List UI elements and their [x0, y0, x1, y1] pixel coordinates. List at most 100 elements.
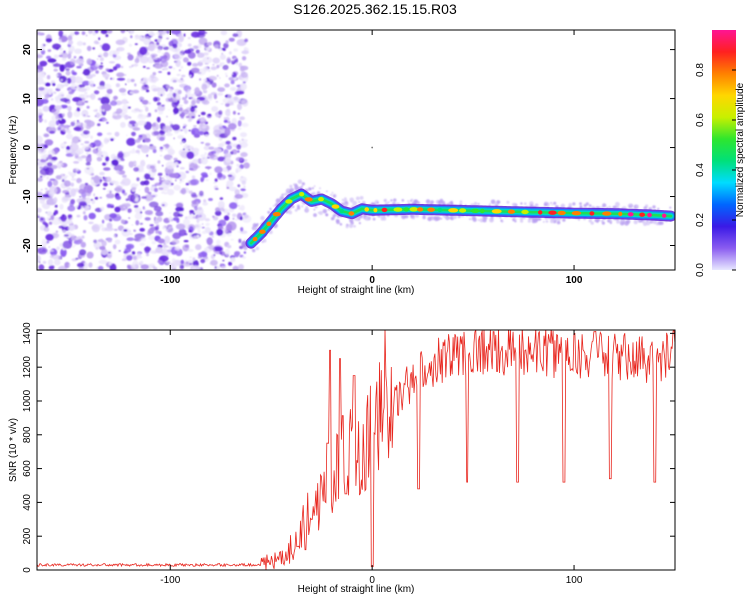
halo-dot — [431, 216, 434, 219]
noise-speckle — [126, 134, 128, 137]
noise-speckle — [153, 205, 162, 212]
halo-dot — [293, 183, 296, 186]
noise-speckle — [46, 202, 49, 205]
noise-speckle — [93, 109, 97, 112]
noise-speckle — [237, 205, 240, 207]
noise-speckle — [71, 236, 76, 241]
noise-speckle — [96, 156, 103, 162]
noise-speckle — [175, 94, 181, 100]
noise-speckle — [62, 230, 66, 233]
noise-speckle — [176, 164, 179, 168]
noise-speckle — [196, 234, 200, 238]
halo-dot — [473, 201, 478, 206]
noise-speckle — [46, 162, 53, 167]
x-tick-label: 100 — [566, 275, 583, 286]
noise-speckle — [217, 200, 225, 208]
noise-speckle — [71, 70, 75, 75]
noise-speckle — [113, 228, 118, 231]
noise-speckle — [152, 148, 157, 154]
noise-speckle — [218, 116, 221, 119]
halo-dot — [404, 214, 409, 219]
noise-speckle — [134, 108, 140, 112]
noise-speckle — [48, 218, 51, 221]
noise-speckle — [230, 257, 236, 263]
noise-speckle — [199, 190, 204, 197]
noise-speckle — [149, 224, 154, 227]
noise-speckle — [65, 68, 70, 71]
noise-speckle — [99, 57, 104, 62]
noise-speckle — [48, 91, 52, 95]
noise-speckle — [227, 212, 230, 216]
noise-speckle — [228, 51, 232, 55]
noise-speckle — [189, 262, 193, 266]
noise-speckle — [46, 211, 53, 217]
noise-speckle — [200, 176, 205, 181]
noise-speckle — [94, 30, 99, 34]
noise-speckle — [163, 154, 173, 161]
halo-dot — [523, 202, 527, 206]
noise-speckle — [78, 50, 81, 52]
noise-speckle — [232, 213, 237, 218]
noise-speckle — [156, 116, 161, 123]
colorbar-tick-label: 0.4 — [695, 163, 706, 177]
halo-dot — [615, 201, 620, 207]
noise-speckle — [82, 230, 87, 234]
halo-dot — [322, 209, 327, 214]
noise-speckle — [206, 237, 213, 246]
noise-speckle — [74, 31, 80, 35]
noise-speckle — [133, 63, 139, 67]
halo-dot — [635, 204, 639, 208]
noise-speckle — [213, 246, 223, 252]
noise-speckle — [220, 265, 226, 269]
noise-speckle — [202, 100, 210, 105]
snr-x-label: Height of straight line (km) — [298, 584, 415, 595]
noise-speckle — [187, 215, 196, 220]
noise-speckle — [82, 42, 86, 46]
noise-speckle — [218, 110, 223, 115]
halo-dot — [342, 202, 345, 205]
noise-speckle — [238, 238, 242, 243]
noise-speckle — [58, 54, 63, 58]
hotspot — [589, 211, 595, 216]
noise-speckle — [40, 49, 46, 55]
noise-speckle — [140, 159, 146, 167]
noise-speckle — [175, 59, 181, 68]
noise-speckle — [237, 112, 240, 115]
noise-speckle — [192, 64, 194, 67]
hotspot — [403, 207, 409, 212]
noise-speckle — [126, 137, 136, 146]
noise-speckle — [67, 214, 73, 218]
halo-dot — [470, 218, 473, 221]
noise-speckle — [67, 105, 72, 112]
noise-speckle — [90, 93, 96, 100]
noise-speckle — [81, 235, 85, 239]
noise-speckle — [113, 95, 118, 100]
noise-speckle — [160, 248, 169, 256]
noise-speckle — [192, 158, 199, 164]
noise-speckle — [219, 207, 225, 212]
ridge-hotspots — [252, 192, 667, 242]
noise-speckle — [65, 80, 68, 82]
halo-dot — [309, 187, 312, 191]
colorbar-tick-label: 0.8 — [695, 63, 706, 77]
halo-dot — [401, 199, 405, 202]
noise-speckle — [194, 224, 200, 228]
y-tick-label: 800 — [22, 426, 33, 443]
halo-dot — [542, 220, 545, 223]
noise-speckle — [114, 239, 121, 245]
noise-speckle — [57, 118, 66, 125]
halo-dot — [289, 184, 293, 188]
noise-speckle — [151, 240, 156, 245]
noise-speckle — [166, 261, 171, 264]
noise-speckle — [91, 176, 95, 180]
noise-speckle — [208, 231, 214, 236]
noise-speckle — [213, 254, 216, 257]
noise-speckle — [232, 136, 237, 141]
noise-speckle — [163, 46, 170, 50]
noise-speckle — [52, 83, 56, 86]
noise-speckle — [135, 149, 140, 154]
noise-speckle — [108, 261, 112, 266]
noise-speckle — [157, 172, 163, 176]
noise-speckle — [159, 146, 164, 150]
halo-dot — [358, 201, 361, 203]
